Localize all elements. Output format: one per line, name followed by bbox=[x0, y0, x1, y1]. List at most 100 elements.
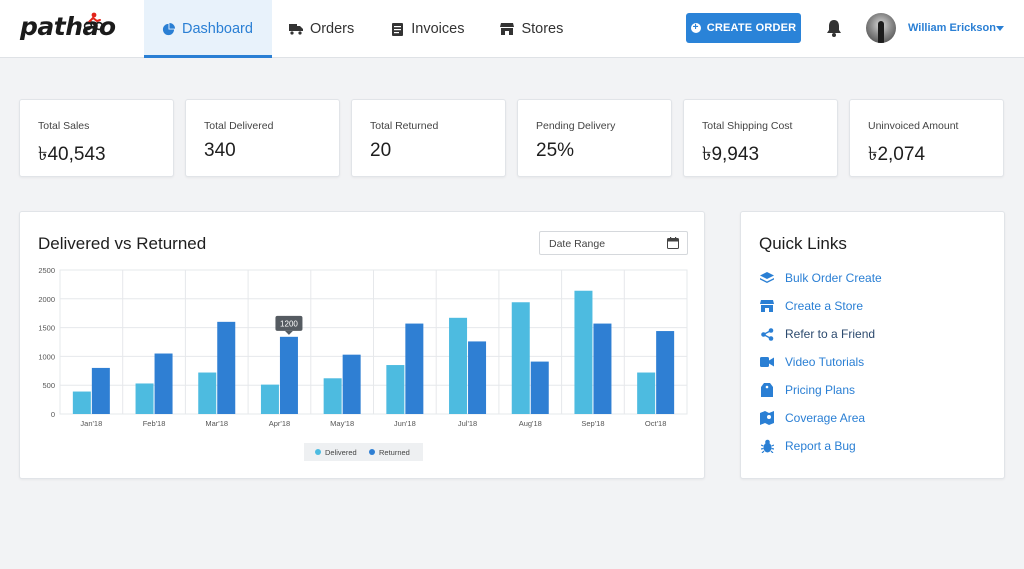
nav-dashboard[interactable]: Dashboard bbox=[144, 0, 272, 58]
y-tick-label: 0 bbox=[51, 410, 55, 419]
x-tick-label: Sep'18 bbox=[581, 419, 604, 428]
quick-link-report-bug[interactable]: Report a Bug bbox=[759, 438, 856, 454]
legend-box bbox=[304, 443, 423, 461]
bar-returned bbox=[154, 353, 173, 414]
nav-stores-label: Stores bbox=[521, 21, 564, 37]
chevron-down-icon[interactable] bbox=[996, 26, 1004, 31]
bar-delivered bbox=[198, 372, 217, 414]
quick-link-label: Refer to a Friend bbox=[785, 327, 876, 341]
create-order-button[interactable]: + CREATE ORDER bbox=[686, 13, 801, 43]
nav-orders[interactable]: Orders bbox=[272, 0, 373, 58]
logo-text: pathao bbox=[20, 12, 116, 41]
quick-link-coverage-area[interactable]: Coverage Area bbox=[759, 410, 865, 426]
bar-delivered bbox=[323, 378, 342, 414]
quick-link-label: Pricing Plans bbox=[785, 383, 856, 397]
date-range-input[interactable]: Date Range bbox=[539, 231, 688, 255]
bar-delivered bbox=[574, 290, 593, 414]
stat-label: Uninvoiced Amount bbox=[868, 120, 959, 132]
stat-label: Total Returned bbox=[370, 120, 439, 132]
avatar[interactable] bbox=[866, 13, 896, 43]
nav-orders-label: Orders bbox=[309, 21, 355, 37]
truck-icon bbox=[288, 22, 303, 36]
stat-value: 20 bbox=[370, 140, 392, 161]
bar-returned bbox=[530, 361, 549, 414]
x-tick-label: Aug'18 bbox=[519, 419, 542, 428]
pathao-logo[interactable]: pathao bbox=[20, 12, 116, 44]
bar-delivered bbox=[72, 391, 91, 414]
nav-invoices-label: Invoices bbox=[411, 21, 465, 37]
bar-delivered bbox=[449, 317, 468, 414]
bar-returned bbox=[91, 367, 110, 414]
bar-delivered bbox=[511, 302, 530, 414]
stat-card-pending-delivery: Pending Delivery 25% bbox=[517, 99, 672, 177]
stat-label: Total Shipping Cost bbox=[702, 120, 793, 132]
legend-swatch-delivered bbox=[315, 449, 321, 455]
quick-link-label: Create a Store bbox=[785, 299, 864, 313]
quick-link-bulk-order-create[interactable]: Bulk Order Create bbox=[759, 270, 882, 286]
share-icon bbox=[759, 326, 775, 342]
quick-link-refer-friend[interactable]: Refer to a Friend bbox=[759, 326, 875, 342]
stat-label: Pending Delivery bbox=[536, 120, 616, 132]
store-icon bbox=[500, 22, 515, 36]
top-header: pathao Dashboard Orders Invoices bbox=[0, 0, 1024, 58]
pie-chart-icon bbox=[161, 22, 175, 36]
stat-value: ৳40,543 bbox=[38, 144, 106, 165]
create-order-label: CREATE ORDER bbox=[706, 22, 797, 34]
bar-returned bbox=[468, 341, 487, 414]
price-tag-icon bbox=[759, 382, 775, 398]
y-tick-label: 2500 bbox=[38, 266, 55, 275]
nav-stores[interactable]: Stores bbox=[483, 0, 582, 58]
calendar-icon bbox=[667, 237, 679, 249]
stat-value: 340 bbox=[204, 140, 236, 161]
stat-value: 25% bbox=[536, 140, 575, 161]
quick-link-video-tutorials[interactable]: Video Tutorials bbox=[759, 354, 864, 370]
stat-card-total-shipping-cost: Total Shipping Cost ৳9,943 bbox=[683, 99, 838, 177]
bar-returned bbox=[593, 323, 612, 414]
stat-card-total-sales: Total Sales ৳40,543 bbox=[19, 99, 174, 177]
bike-rider-icon bbox=[83, 12, 104, 31]
quick-link-label: Report a Bug bbox=[785, 439, 856, 453]
quick-link-pricing-plans[interactable]: Pricing Plans bbox=[759, 382, 855, 398]
x-tick-label: Jun'18 bbox=[394, 419, 416, 428]
x-tick-label: Oct'18 bbox=[645, 419, 666, 428]
y-tick-label: 2000 bbox=[38, 295, 55, 304]
quick-link-label: Video Tutorials bbox=[785, 355, 865, 369]
video-camera-icon bbox=[759, 354, 775, 370]
stat-value: ৳9,943 bbox=[702, 144, 760, 165]
date-range-placeholder: Date Range bbox=[549, 238, 606, 250]
bug-icon bbox=[759, 438, 775, 454]
legend-swatch-returned bbox=[369, 449, 375, 455]
x-tick-label: Feb'18 bbox=[143, 419, 166, 428]
tooltip-box bbox=[275, 315, 303, 331]
x-tick-label: Jul'18 bbox=[458, 419, 477, 428]
user-name[interactable]: William Erickson bbox=[908, 22, 996, 34]
stat-card-uninvoiced-amount: Uninvoiced Amount ৳2,074 bbox=[849, 99, 1004, 177]
bar-returned bbox=[342, 354, 361, 414]
stat-label: Total Sales bbox=[38, 120, 90, 132]
quick-links-title: Quick Links bbox=[759, 234, 847, 253]
stat-value: ৳2,074 bbox=[868, 144, 926, 165]
x-tick-label: Apr'18 bbox=[269, 419, 290, 428]
store-icon bbox=[759, 298, 775, 314]
bar-delivered bbox=[637, 372, 656, 414]
bell-icon[interactable] bbox=[824, 18, 844, 38]
bar-returned bbox=[405, 323, 424, 414]
tooltip-text: 1200 bbox=[280, 319, 298, 328]
bar-returned bbox=[217, 321, 236, 414]
bar-returned bbox=[279, 336, 298, 414]
y-tick-label: 1000 bbox=[38, 352, 55, 361]
quick-links-panel: Quick Links Bulk Order Create Create a S… bbox=[740, 211, 1005, 479]
document-icon bbox=[390, 22, 404, 36]
nav-invoices[interactable]: Invoices bbox=[373, 0, 483, 58]
chart-panel-title: Delivered vs Returned bbox=[38, 234, 207, 253]
legend-label-returned: Returned bbox=[379, 448, 410, 457]
quick-link-create-store[interactable]: Create a Store bbox=[759, 298, 863, 314]
bar-chart: 0 500 1000 1500 2000 2500 Jan'18 Feb'18 Mar'18 Ap… bbox=[38, 266, 688, 461]
map-pin-icon bbox=[759, 410, 775, 426]
stat-label: Total Delivered bbox=[204, 120, 274, 132]
x-tick-label: Mar'18 bbox=[205, 419, 228, 428]
stat-card-total-returned: Total Returned 20 bbox=[351, 99, 506, 177]
plus-circle-icon: + bbox=[690, 22, 701, 33]
bar-returned bbox=[656, 331, 675, 414]
y-tick-label: 500 bbox=[42, 381, 55, 390]
